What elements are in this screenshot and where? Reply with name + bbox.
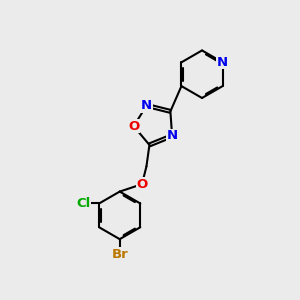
Text: N: N: [167, 129, 178, 142]
Text: O: O: [136, 178, 148, 191]
Text: Br: Br: [111, 248, 128, 261]
Text: O: O: [128, 120, 139, 133]
Text: N: N: [141, 99, 152, 112]
Text: N: N: [217, 56, 228, 69]
Text: Cl: Cl: [76, 197, 91, 210]
